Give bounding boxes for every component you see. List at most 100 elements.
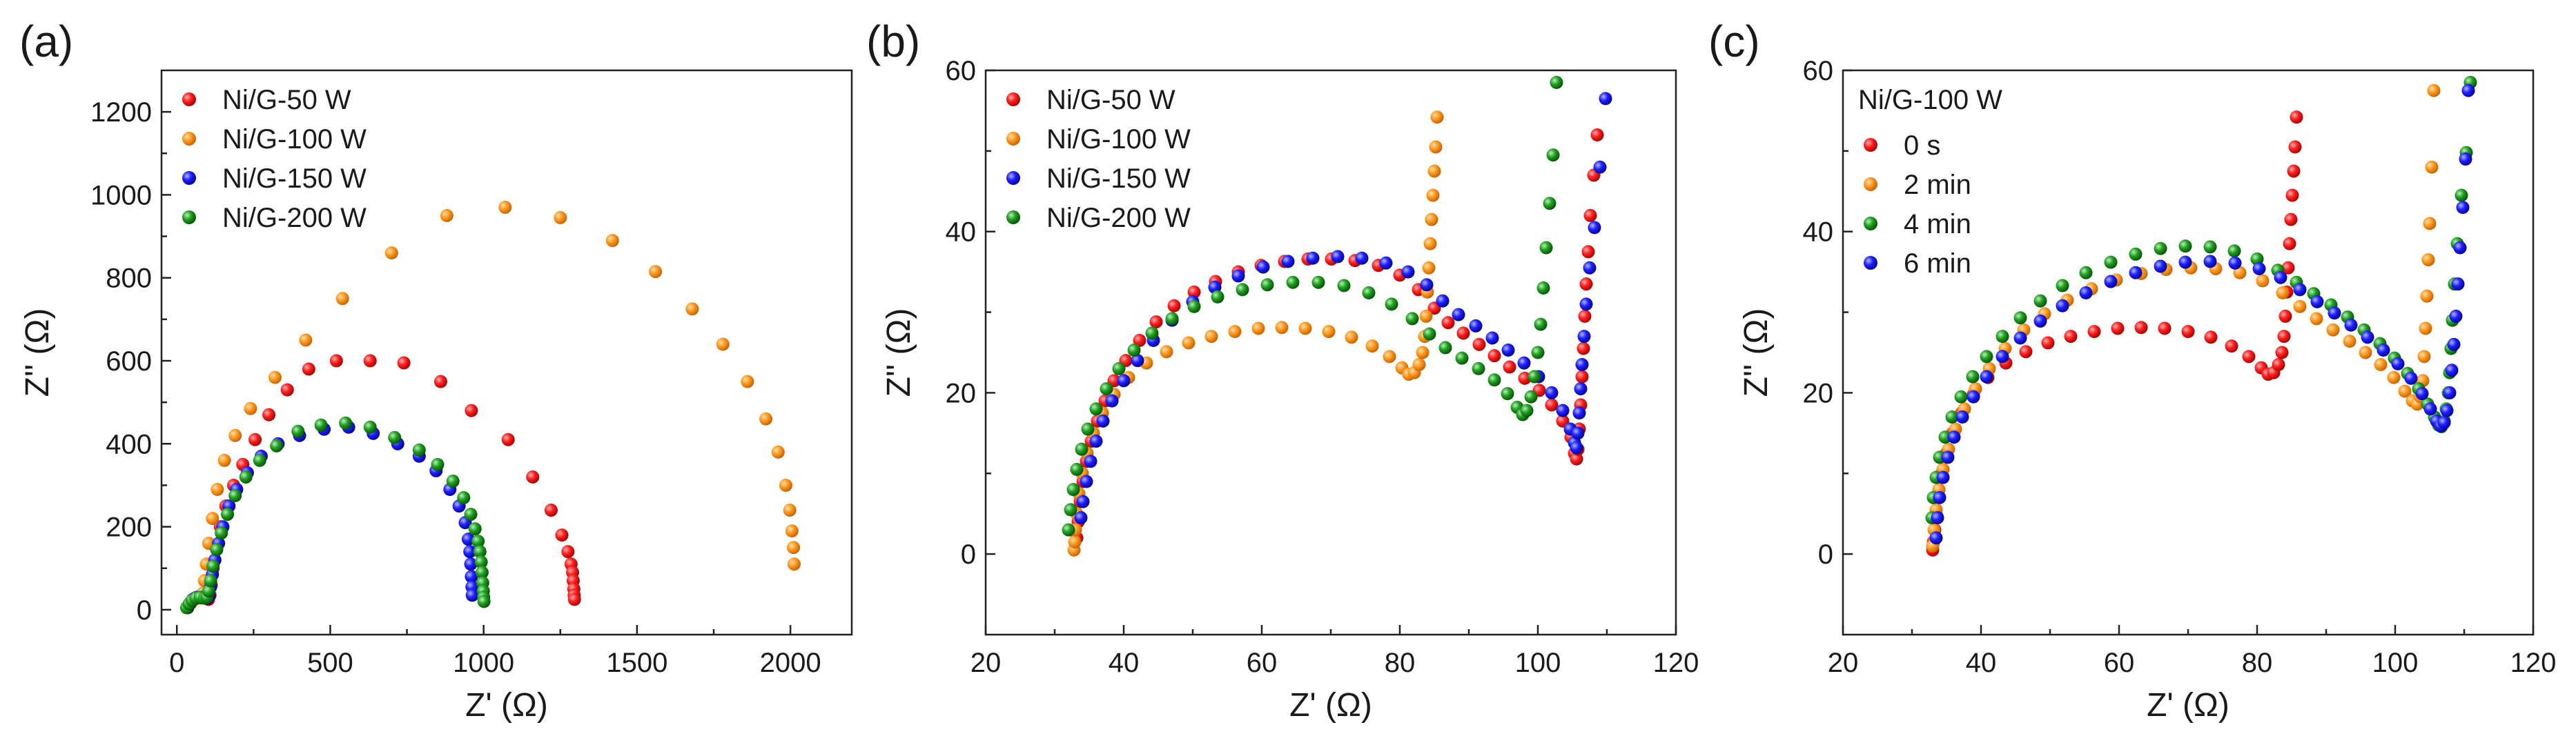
- data-point: [446, 474, 460, 488]
- data-point: [1593, 160, 1607, 174]
- data-point: [465, 570, 478, 584]
- data-point: [2359, 346, 2372, 359]
- data-point: [1231, 269, 1245, 283]
- markers: [179, 200, 801, 615]
- data-point: [2283, 237, 2296, 250]
- y-tick-label: 200: [106, 513, 152, 543]
- y-tick-label: 20: [946, 378, 977, 408]
- data-point: [397, 356, 411, 370]
- data-point: [1084, 455, 1097, 468]
- data-point: [1401, 265, 1415, 279]
- data-point: [1256, 260, 1270, 274]
- data-point: [567, 593, 581, 606]
- data-point: [2449, 309, 2463, 323]
- data-point: [649, 265, 663, 279]
- legend-title: Ni/G-100 W: [1858, 85, 2002, 115]
- data-point: [2204, 330, 2218, 344]
- data-point: [1543, 197, 1557, 210]
- data-point: [1546, 148, 1560, 162]
- data-point: [1980, 350, 1993, 364]
- data-point: [2387, 370, 2401, 384]
- data-point: [1545, 398, 1559, 412]
- x-tick-label: 100: [1515, 648, 1561, 678]
- data-point: [228, 428, 242, 442]
- data-point: [363, 420, 377, 434]
- x-tick-label: 60: [2104, 648, 2135, 678]
- data-point: [2056, 279, 2069, 292]
- legend-marker: [1864, 138, 1877, 152]
- data-point: [2233, 266, 2247, 279]
- y-tick-label: 40: [946, 217, 977, 248]
- data-point: [463, 545, 477, 559]
- legend-label: Ni/G-100 W: [1046, 124, 1191, 155]
- data-point: [253, 453, 266, 467]
- data-point: [1228, 325, 1242, 339]
- y-tick-label: 0: [961, 539, 976, 570]
- data-point: [2033, 314, 2047, 328]
- y-tick-label: 0: [137, 595, 152, 626]
- data-point: [475, 566, 489, 579]
- data-point: [1539, 241, 1553, 255]
- data-point: [431, 457, 445, 471]
- x-tick-label: 20: [1828, 648, 1859, 678]
- legend-label: Ni/G-50 W: [222, 85, 351, 115]
- data-point: [215, 526, 228, 540]
- data-point: [1112, 361, 1126, 375]
- data-point: [1131, 354, 1144, 368]
- data-point: [1534, 317, 1548, 331]
- data-point: [1096, 414, 1110, 428]
- data-point: [1996, 330, 2009, 344]
- data-point: [461, 533, 475, 546]
- data-point: [1579, 297, 1593, 311]
- data-point: [1133, 333, 1146, 347]
- y-tick-label: 1200: [90, 97, 152, 128]
- data-point: [2087, 325, 2101, 339]
- data-point: [1588, 221, 1601, 235]
- data-point: [1187, 285, 1201, 299]
- data-point: [1599, 92, 1612, 106]
- data-point: [2391, 357, 2405, 370]
- data-point: [561, 545, 575, 559]
- y-tick-label: 400: [106, 429, 152, 459]
- y-axis-title: Z'' (Ω): [19, 308, 56, 397]
- legend-marker: [1006, 210, 1020, 224]
- data-point: [2293, 299, 2307, 313]
- data-point: [2129, 247, 2143, 261]
- data-point: [1423, 237, 1437, 250]
- data-point: [1306, 251, 1320, 265]
- data-point: [1528, 370, 1541, 384]
- data-point: [2041, 336, 2055, 350]
- data-point: [239, 470, 253, 484]
- data-point: [1068, 535, 1082, 549]
- data-point: [2279, 309, 2292, 323]
- data-point: [2104, 275, 2118, 288]
- data-point: [210, 543, 224, 557]
- data-point: [1105, 394, 1119, 408]
- data-point: [741, 375, 754, 388]
- data-point: [1365, 339, 1379, 353]
- x-tick-label: 60: [1247, 648, 1278, 678]
- data-point: [1422, 261, 1436, 275]
- data-point: [1577, 341, 1590, 355]
- data-point: [1980, 370, 1993, 384]
- data-point: [228, 489, 242, 503]
- data-point: [270, 439, 284, 453]
- data-point: [2227, 244, 2241, 258]
- data-point: [1145, 326, 1159, 340]
- data-point: [2437, 416, 2451, 430]
- data-point: [464, 508, 478, 522]
- legend-label: Ni/G-100 W: [222, 124, 367, 155]
- data-point: [1425, 212, 1438, 226]
- data-point: [2404, 371, 2418, 385]
- data-point: [1062, 523, 1075, 537]
- data-point: [2417, 350, 2431, 364]
- data-point: [204, 574, 217, 588]
- data-point: [1469, 319, 1483, 332]
- data-point: [1066, 483, 1080, 497]
- data-point: [471, 535, 485, 548]
- data-point: [2252, 261, 2266, 275]
- data-point: [1518, 371, 1532, 385]
- x-tick-label: 80: [2242, 648, 2273, 678]
- data-point: [1941, 450, 1955, 464]
